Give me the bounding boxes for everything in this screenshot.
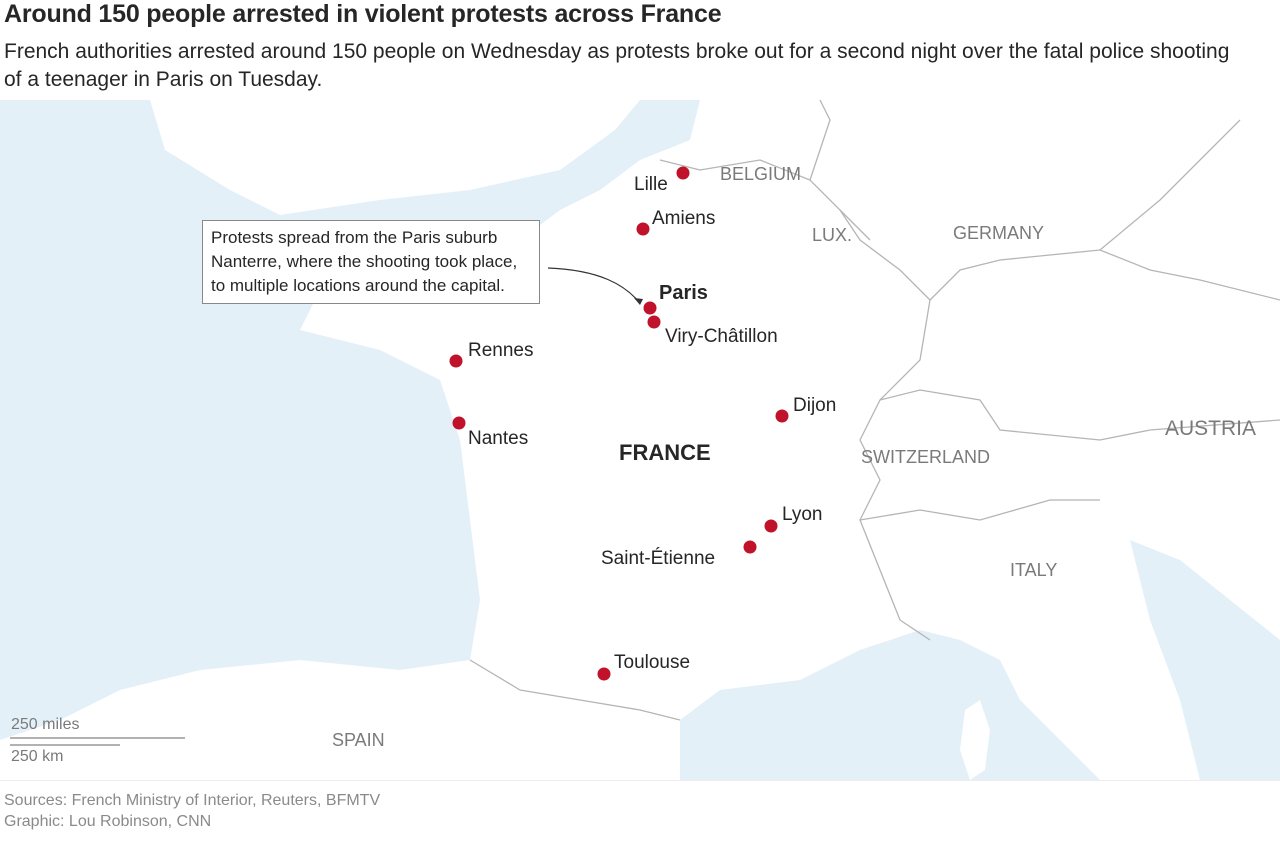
map-base bbox=[0, 100, 1280, 780]
sources-text: Sources: French Ministry of Interior, Re… bbox=[4, 792, 381, 809]
city-marker-toulouse bbox=[597, 667, 611, 681]
headline: Around 150 people arrested in violent pr… bbox=[4, 0, 722, 28]
city-label-viry-chatillon: Viry-Châtillon bbox=[665, 326, 778, 347]
city-marker-lyon bbox=[764, 519, 778, 533]
city-label-saint-etienne: Saint-Étienne bbox=[601, 548, 716, 569]
subtitle: French authorities arrested around 150 p… bbox=[4, 40, 1230, 91]
city-marker-amiens bbox=[636, 222, 650, 236]
city-marker-rennes bbox=[449, 354, 463, 368]
city-label-paris: Paris bbox=[659, 282, 708, 304]
city-marker-nantes bbox=[452, 416, 466, 430]
city-marker-paris bbox=[643, 301, 657, 315]
country-label-france: FRANCE bbox=[619, 440, 711, 465]
divider bbox=[0, 780, 1280, 781]
mediterranean-sea bbox=[680, 630, 1100, 780]
footer: Sources: French Ministry of Interior, Re… bbox=[4, 790, 380, 832]
borders bbox=[469, 100, 1280, 721]
country-label-luxembourg: LUX. bbox=[812, 225, 853, 245]
country-label-germany: GERMANY bbox=[953, 223, 1045, 243]
city-marker-lille bbox=[676, 166, 690, 180]
scale-label-miles: 250 miles bbox=[11, 716, 80, 733]
country-label-austria: AUSTRIA bbox=[1165, 417, 1257, 440]
city-label-toulouse: Toulouse bbox=[614, 652, 691, 673]
atlantic-sea bbox=[0, 100, 700, 740]
city-marker-saint-etienne bbox=[743, 540, 757, 554]
annotation-box: Protests spread from the Paris suburb Na… bbox=[202, 220, 540, 304]
credit-text: Graphic: Lou Robinson, CNN bbox=[4, 813, 212, 830]
country-label-belgium: BELGIUM bbox=[720, 164, 802, 184]
city-label-lyon: Lyon bbox=[782, 504, 823, 525]
scale-label-km: 250 km bbox=[11, 748, 64, 765]
city-marker-viry-chatillon bbox=[647, 315, 661, 329]
france-protest-map: BELGIUM LUX. GERMANY FRANCE SWITZERLAND … bbox=[0, 100, 1280, 780]
corsica bbox=[960, 700, 990, 780]
city-label-rennes: Rennes bbox=[468, 340, 534, 361]
country-label-spain: SPAIN bbox=[332, 730, 385, 750]
city-label-lille: Lille bbox=[634, 174, 668, 195]
adriatic-sea bbox=[1130, 540, 1280, 780]
annotation-arrow bbox=[547, 267, 641, 304]
country-label-italy: ITALY bbox=[1010, 560, 1058, 580]
city-marker-dijon bbox=[775, 409, 789, 423]
city-label-amiens: Amiens bbox=[652, 208, 716, 229]
city-label-nantes: Nantes bbox=[468, 428, 529, 449]
arrowhead-icon bbox=[634, 298, 643, 305]
country-label-switzerland: SWITZERLAND bbox=[861, 447, 991, 467]
city-label-dijon: Dijon bbox=[793, 395, 837, 416]
